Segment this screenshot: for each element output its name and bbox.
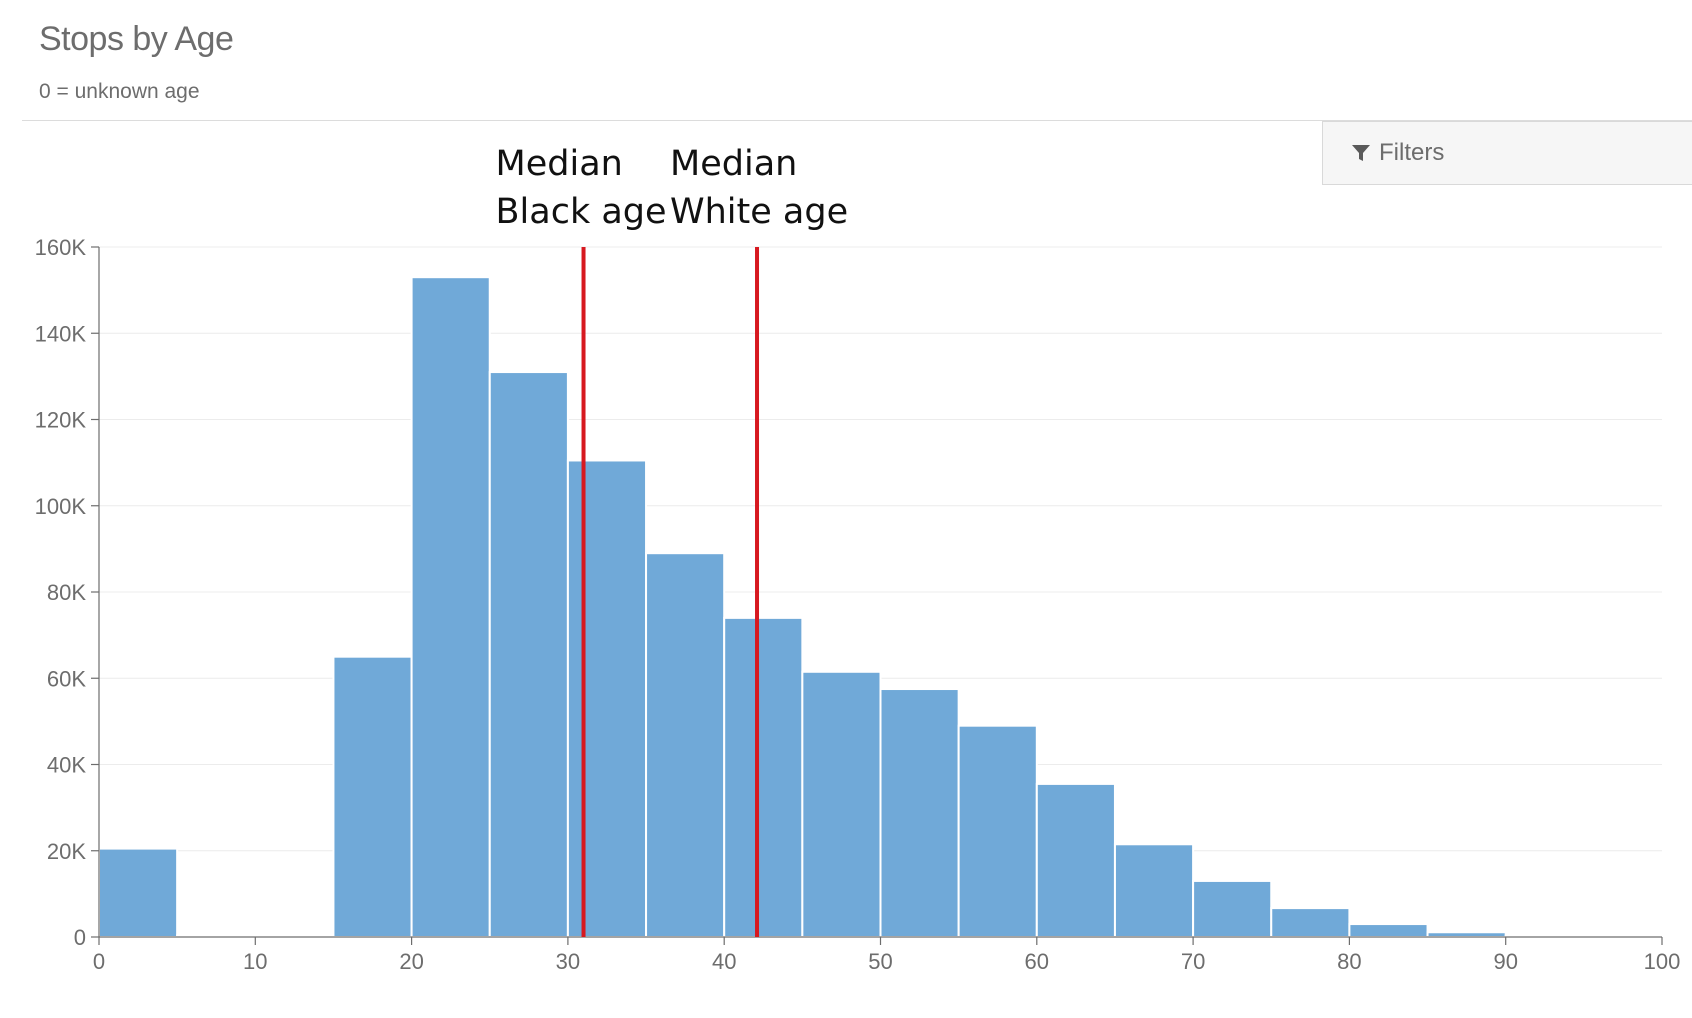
histogram-bar [801, 670, 882, 938]
x-tick-label: 60 [1025, 949, 1049, 974]
filters-label: Filters [1379, 139, 1445, 166]
x-tick-label: 20 [399, 949, 423, 974]
histogram-bar [1270, 907, 1351, 939]
x-tick-label: 90 [1493, 949, 1517, 974]
x-tick-label: 100 [1644, 949, 1681, 974]
y-tick-label: 0 [74, 925, 86, 950]
filter-icon [1352, 145, 1370, 161]
y-tick-label: 60K [47, 666, 86, 691]
histogram-bar [1192, 879, 1273, 938]
header-divider [22, 120, 1692, 121]
histogram-bar [566, 459, 648, 938]
histogram-bar [645, 552, 726, 938]
median-annotation-label: Median [670, 144, 797, 184]
x-tick-label: 70 [1181, 949, 1205, 974]
x-tick-label: 40 [712, 949, 736, 974]
x-tick-label: 80 [1337, 949, 1361, 974]
histogram-bar [957, 724, 1038, 938]
x-tick-label: 0 [93, 949, 105, 974]
histogram-bar [1426, 931, 1507, 938]
y-tick-label: 160K [35, 235, 87, 260]
y-tick-label: 120K [35, 408, 87, 433]
chart-subtitle: 0 = unknown age [39, 80, 200, 103]
histogram-bar [879, 688, 960, 938]
histogram-bar [1035, 782, 1116, 938]
histogram-bar [488, 371, 569, 938]
median-annotation-label: White age [670, 192, 848, 232]
filters-button[interactable]: Filters [1322, 121, 1692, 185]
histogram-bar [723, 616, 804, 938]
histogram-bar [98, 847, 179, 938]
histogram-bar [1113, 843, 1195, 938]
x-tick-label: 10 [243, 949, 267, 974]
y-tick-label: 140K [35, 321, 87, 346]
y-tick-label: 20K [47, 839, 86, 864]
median-annotation-label: Black age [496, 192, 667, 232]
y-tick-label: 80K [47, 580, 86, 605]
median-annotation-label: Median [496, 144, 623, 184]
histogram-bar [1348, 923, 1429, 938]
histogram-bar [332, 655, 413, 938]
y-tick-label: 40K [47, 753, 86, 778]
x-tick-label: 50 [868, 949, 892, 974]
y-tick-label: 100K [35, 494, 87, 519]
histogram-bar [410, 276, 491, 938]
chart-title: Stops by Age [39, 20, 234, 58]
x-tick-label: 30 [556, 949, 580, 974]
